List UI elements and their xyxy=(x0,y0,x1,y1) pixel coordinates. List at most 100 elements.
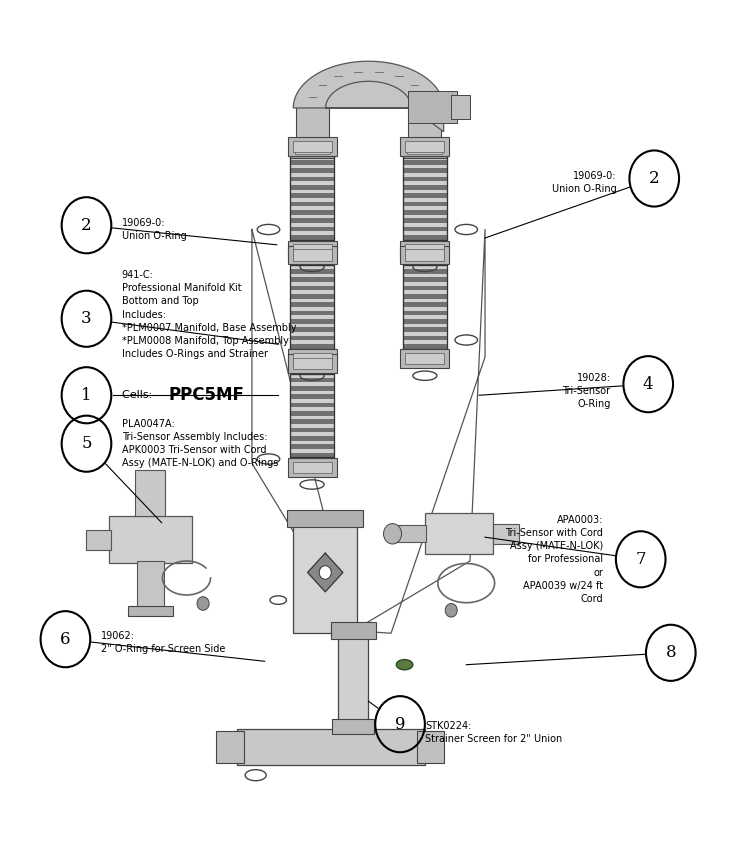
Bar xyxy=(400,246,449,264)
Bar xyxy=(109,517,192,564)
Bar xyxy=(405,244,444,256)
Text: 3: 3 xyxy=(81,310,92,327)
Bar xyxy=(290,445,334,449)
Bar xyxy=(128,605,173,615)
Bar xyxy=(403,265,447,348)
PathPatch shape xyxy=(293,61,444,132)
Bar xyxy=(403,160,447,165)
Bar xyxy=(403,185,447,190)
Bar xyxy=(400,241,449,259)
Bar xyxy=(290,411,334,416)
Bar xyxy=(290,374,334,457)
Bar xyxy=(403,303,447,307)
Ellipse shape xyxy=(396,660,413,670)
Text: PPC5MF: PPC5MF xyxy=(168,386,244,405)
Text: 941-C:
Professional Manifold Kit
Bottom and Top
Includes:
*PLM0007 Manifold, Bas: 941-C: Professional Manifold Kit Bottom … xyxy=(122,270,296,359)
Bar xyxy=(403,194,447,198)
Bar xyxy=(403,277,447,282)
Bar xyxy=(400,137,449,156)
Bar xyxy=(290,269,334,274)
Bar xyxy=(408,143,442,155)
Circle shape xyxy=(384,524,402,544)
Text: 7: 7 xyxy=(635,551,646,568)
Bar xyxy=(293,244,332,256)
Bar xyxy=(287,246,336,264)
Bar xyxy=(290,227,334,231)
Bar xyxy=(290,235,334,240)
Bar xyxy=(408,91,457,123)
Bar xyxy=(451,95,470,119)
Bar xyxy=(403,310,447,315)
Polygon shape xyxy=(308,553,343,592)
Text: 9: 9 xyxy=(395,716,405,733)
Bar xyxy=(216,731,244,763)
Text: STK0224:
Strainer Screen for 2" Union: STK0224: Strainer Screen for 2" Union xyxy=(425,721,562,745)
Bar xyxy=(290,156,334,240)
Bar xyxy=(290,177,334,181)
Bar xyxy=(290,377,334,382)
Bar xyxy=(290,201,334,207)
Bar xyxy=(290,336,334,340)
Bar xyxy=(403,319,447,324)
Bar xyxy=(290,265,334,348)
Bar xyxy=(403,227,447,231)
Bar xyxy=(290,156,334,240)
Bar xyxy=(290,344,334,348)
Bar xyxy=(408,98,441,149)
Bar xyxy=(403,265,447,348)
Bar xyxy=(403,210,447,215)
Bar xyxy=(290,194,334,198)
Bar xyxy=(331,622,376,639)
Bar xyxy=(137,562,164,612)
Text: Cells:: Cells: xyxy=(122,390,159,400)
Circle shape xyxy=(319,566,331,580)
Text: 19069-0:
Union O-Ring: 19069-0: Union O-Ring xyxy=(122,218,186,241)
Bar xyxy=(290,265,334,348)
Bar xyxy=(293,462,332,473)
Bar xyxy=(338,635,368,724)
Bar xyxy=(403,344,447,348)
Bar xyxy=(295,143,329,155)
Bar xyxy=(287,510,363,527)
Bar xyxy=(290,453,334,457)
Bar xyxy=(290,394,334,399)
Text: 1: 1 xyxy=(81,387,92,404)
Bar xyxy=(403,327,447,332)
Bar xyxy=(290,428,334,433)
Bar xyxy=(400,349,449,368)
Bar xyxy=(425,513,493,554)
Bar xyxy=(293,358,332,370)
Bar xyxy=(287,354,336,373)
Text: PLA0047A:
Tri-Sensor Assembly Includes:
APK0003 Tri-Sensor with Cord
Assy (MATE-: PLA0047A: Tri-Sensor Assembly Includes: … xyxy=(122,419,278,468)
Bar xyxy=(287,458,336,477)
Text: 19062:
2" O-Ring for Screen Side: 19062: 2" O-Ring for Screen Side xyxy=(101,631,225,655)
Bar xyxy=(405,140,444,152)
Bar xyxy=(493,524,519,544)
Text: 5: 5 xyxy=(81,435,92,452)
Bar xyxy=(332,719,374,734)
Bar xyxy=(290,294,334,298)
Bar xyxy=(290,218,334,223)
Bar xyxy=(287,349,336,368)
Text: 4: 4 xyxy=(643,376,653,393)
Bar xyxy=(403,294,447,298)
Bar xyxy=(290,185,334,190)
Bar xyxy=(403,139,447,158)
Bar xyxy=(135,469,165,517)
Bar xyxy=(296,98,329,149)
Bar xyxy=(290,403,334,407)
Circle shape xyxy=(445,604,457,617)
Bar xyxy=(290,436,334,440)
Bar xyxy=(417,731,444,763)
Bar xyxy=(403,336,447,340)
Bar xyxy=(293,140,332,152)
Bar xyxy=(290,327,334,332)
Circle shape xyxy=(197,597,209,610)
Text: 8: 8 xyxy=(666,644,676,661)
Bar xyxy=(290,386,334,391)
Bar xyxy=(290,310,334,315)
Bar xyxy=(290,277,334,282)
Bar xyxy=(403,218,447,223)
Bar xyxy=(293,353,332,365)
Bar xyxy=(403,269,447,274)
